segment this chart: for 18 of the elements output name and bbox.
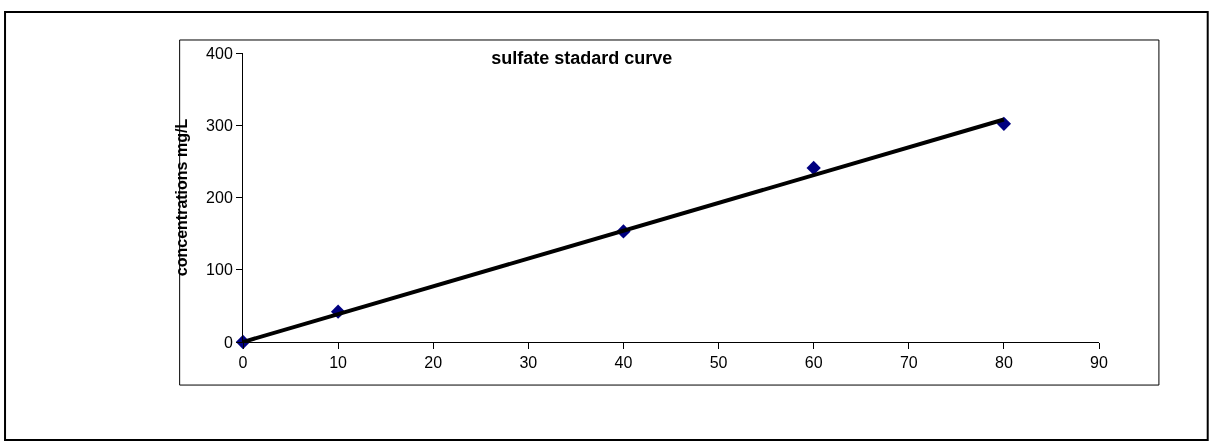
point [806, 160, 821, 176]
y-tick-label: 300 [206, 116, 233, 134]
x-tick-label: 40 [614, 354, 633, 372]
x-tick-label: 80 [994, 354, 1013, 372]
y-tick-label: 400 [206, 44, 233, 62]
y-tick-label: 200 [206, 189, 233, 207]
x-tick-label: 50 [709, 354, 728, 372]
x-tick-label: 20 [424, 354, 443, 372]
chart-title: sulfate stadard curve [491, 48, 673, 69]
y-tick-label: 100 [206, 261, 233, 279]
y-tick-label: 0 [223, 333, 233, 351]
x-tick-label: 90 [1090, 354, 1108, 372]
x-tick-label: 60 [804, 354, 823, 372]
x-tick-label: 10 [329, 354, 348, 372]
x-tick-label: 0 [238, 354, 248, 372]
x-tick-label: 70 [899, 354, 918, 372]
y-axis-title: concentrations mg/L [173, 118, 190, 277]
x-tick-label: 30 [519, 354, 538, 372]
